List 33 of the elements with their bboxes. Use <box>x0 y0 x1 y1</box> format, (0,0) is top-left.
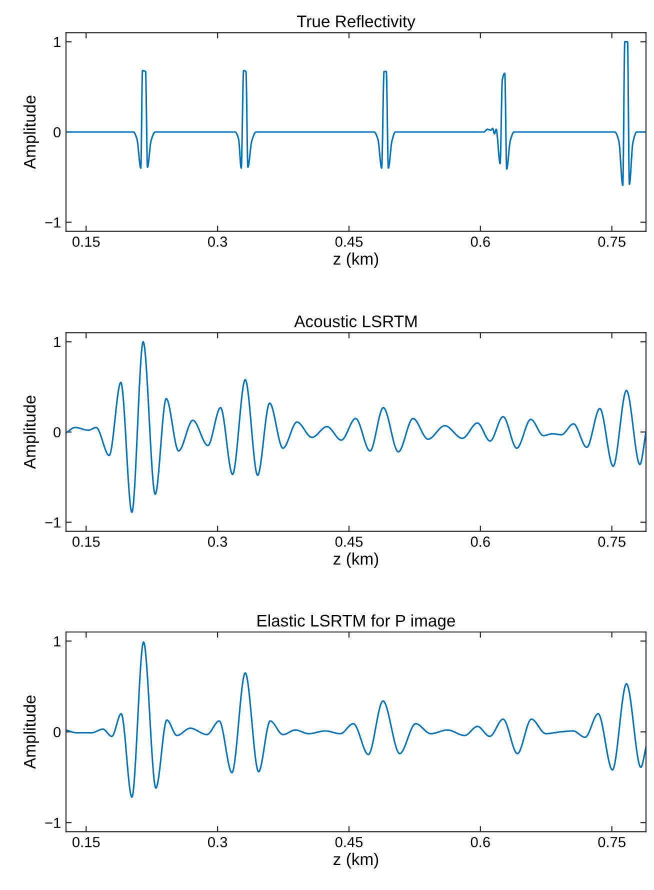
y-axis-title: Amplitude <box>23 396 39 470</box>
y-tick-label: 1 <box>54 636 60 646</box>
x-tick-label: 0.3 <box>208 536 228 547</box>
chart-title: Acoustic LSRTM <box>294 315 417 328</box>
y-axis-title: Amplitude <box>23 696 39 769</box>
x-tick-label: 0.75 <box>598 836 626 848</box>
x-tick-label: 0.45 <box>335 836 363 848</box>
chart-title: Elastic LSRTM for P image <box>258 614 455 630</box>
y-tick-label: −1 <box>45 218 60 228</box>
y-tick-label: 1 <box>54 36 60 48</box>
x-axis-title: z (km) <box>334 252 378 268</box>
y-tick-label: 0 <box>54 726 61 738</box>
x-tick-label: 0.15 <box>72 536 100 547</box>
x-tick-label: 0.45 <box>335 536 363 547</box>
x-tick-label: 0.3 <box>208 836 228 848</box>
x-tick-label: 0.15 <box>72 236 100 247</box>
x-tick-label: 0.6 <box>470 236 490 247</box>
y-tick-label: 0 <box>54 127 61 138</box>
x-tick-label: 0.75 <box>598 536 626 547</box>
x-tick-label: 0.6 <box>470 836 490 848</box>
x-tick-label: 0.6 <box>470 536 490 547</box>
x-axis-title: z (km) <box>334 552 378 568</box>
x-tick-label: 0.3 <box>208 236 228 247</box>
y-tick-label: 0 <box>54 427 61 438</box>
x-tick-label: 0.45 <box>335 236 363 247</box>
x-tick-label: 0.15 <box>72 836 100 848</box>
chart-title: True Reflectivity <box>296 15 416 31</box>
y-axis-title: Amplitude <box>23 96 39 170</box>
y-tick-label: 1 <box>54 336 60 348</box>
x-axis-title: z (km) <box>334 852 378 868</box>
y-tick-label: −1 <box>45 518 60 528</box>
x-tick-label: 0.75 <box>598 236 626 247</box>
y-tick-label: −1 <box>45 818 60 828</box>
